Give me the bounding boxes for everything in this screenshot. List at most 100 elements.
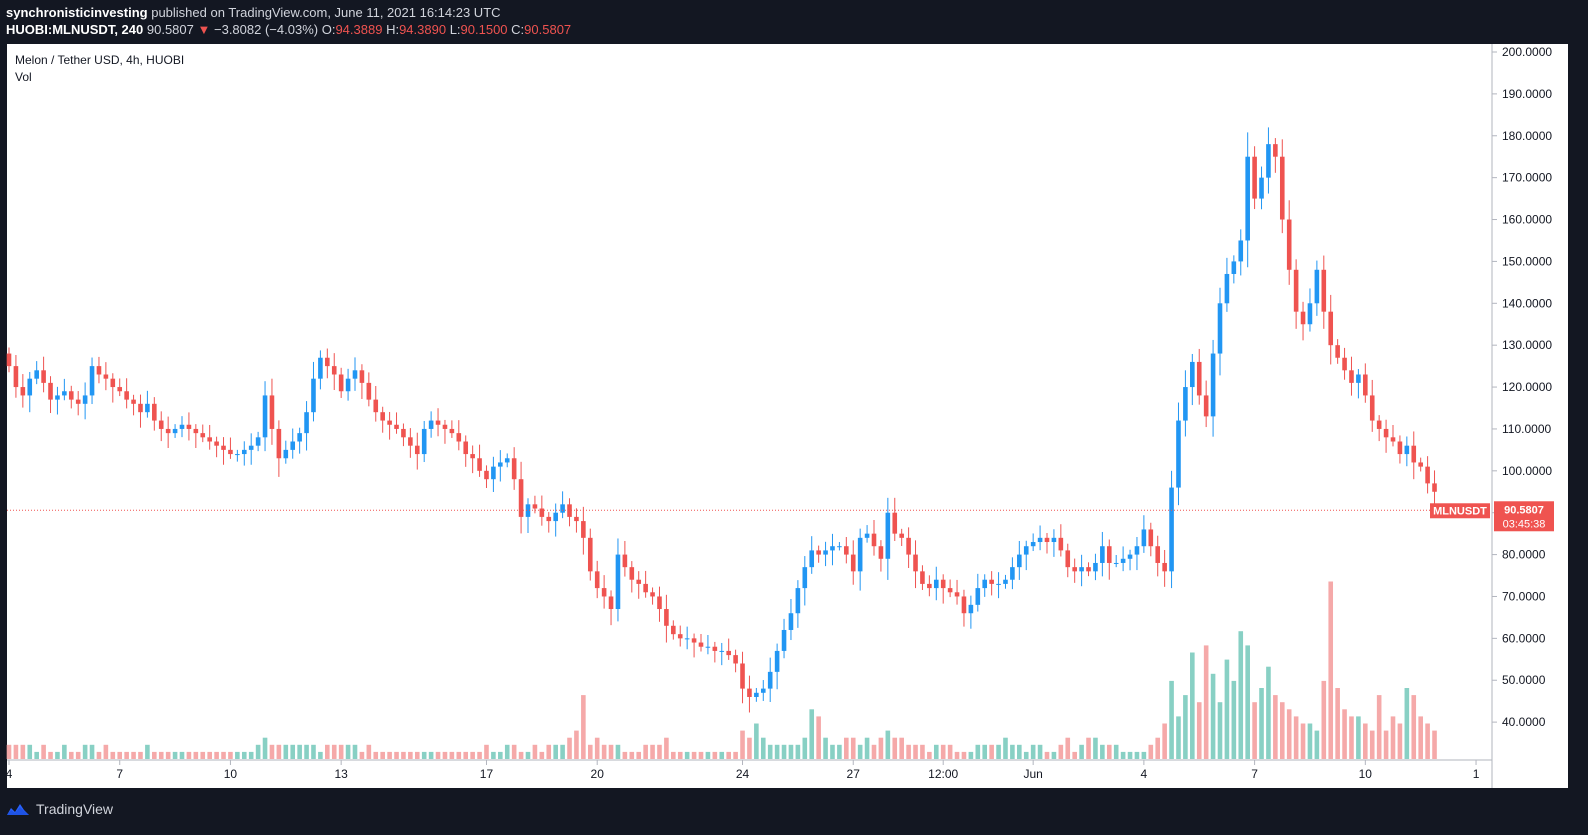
y-tick-label: 160.0000 xyxy=(1502,213,1552,227)
volume-bar xyxy=(622,751,628,759)
volume-bar xyxy=(380,751,385,759)
candle-body xyxy=(165,428,171,434)
tradingview-branding[interactable]: TradingView xyxy=(6,797,113,821)
candle-body xyxy=(982,579,988,589)
y-tick-label: 170.0000 xyxy=(1502,171,1552,185)
volume-bar xyxy=(186,751,192,759)
candle-body xyxy=(1425,466,1430,484)
candle-body xyxy=(1127,554,1133,559)
x-tick-label: Jun xyxy=(1023,767,1042,781)
volume-bar xyxy=(553,744,558,759)
candle-body xyxy=(214,441,219,446)
volume-bar xyxy=(1017,744,1022,759)
candle-body xyxy=(1314,269,1320,304)
candle-body xyxy=(235,454,240,456)
candle-body xyxy=(1100,546,1105,563)
candles xyxy=(6,127,1437,713)
volume-bar xyxy=(408,751,413,759)
candle-body xyxy=(255,437,261,446)
candle-body xyxy=(664,609,669,626)
candle-body xyxy=(1307,303,1313,325)
volume-bar xyxy=(1127,751,1133,759)
volume-bar xyxy=(1023,751,1029,759)
candle-body xyxy=(428,420,434,429)
candle-body xyxy=(844,546,849,555)
candle-body xyxy=(421,428,427,455)
volume-bar xyxy=(1086,737,1091,759)
volume-bar xyxy=(927,751,932,759)
volume-bar xyxy=(1349,716,1354,759)
price-axis[interactable] xyxy=(1492,44,1568,788)
candle-body xyxy=(518,479,524,517)
volume-bar xyxy=(331,744,337,759)
candle-body xyxy=(1044,537,1050,543)
author-name[interactable]: synchronisticinvesting xyxy=(6,5,148,20)
candle-body xyxy=(484,470,489,480)
volume-bar xyxy=(145,744,150,759)
volume-bar xyxy=(1224,659,1230,759)
volume-bar xyxy=(719,751,725,759)
volume-bar xyxy=(684,751,690,759)
candle-body xyxy=(82,395,88,404)
volume-bar xyxy=(1141,751,1147,759)
volume-bar xyxy=(740,730,745,759)
candle-body xyxy=(1363,374,1368,396)
candle-body xyxy=(1072,567,1077,572)
candle-body xyxy=(940,579,946,589)
volume-bar xyxy=(504,744,510,759)
volume-bar xyxy=(318,751,323,759)
candle-body xyxy=(359,370,365,383)
close-label: C: xyxy=(511,22,525,37)
open-value: 94.3889 xyxy=(335,22,383,37)
volume-bar xyxy=(975,744,981,759)
candle-body xyxy=(1065,550,1071,568)
volume-bar xyxy=(311,744,316,759)
candle-body xyxy=(767,671,773,689)
candle-body xyxy=(920,571,925,584)
candle-body xyxy=(892,512,898,534)
price-label-symbol-text: MLNUSDT xyxy=(1433,505,1487,517)
candle-body xyxy=(311,378,316,413)
volume-bar xyxy=(179,751,185,759)
candle-body xyxy=(414,445,420,455)
candle-body xyxy=(802,567,808,589)
volume-bar xyxy=(435,751,441,759)
volume-bar xyxy=(629,751,635,759)
volume-bar xyxy=(1093,737,1098,759)
x-tick-label: 13 xyxy=(334,767,348,781)
candle-body xyxy=(1376,420,1382,429)
volume-bar xyxy=(1432,730,1437,759)
candle-body xyxy=(885,512,891,559)
candle-body xyxy=(878,546,884,559)
time-axis[interactable] xyxy=(7,760,1492,788)
volume-bar xyxy=(1411,695,1417,759)
candle-body xyxy=(989,579,994,584)
high-label: H: xyxy=(386,22,400,37)
candle-body xyxy=(560,504,565,513)
volume-bar xyxy=(532,744,538,759)
candle-body xyxy=(816,550,821,555)
volume-bar xyxy=(414,751,420,759)
volume-bar xyxy=(1176,716,1181,759)
volume-bar xyxy=(89,744,95,759)
volume-bar xyxy=(892,737,898,759)
volume-bar xyxy=(325,744,330,759)
candle-body xyxy=(857,537,863,572)
y-tick-label: 50.0000 xyxy=(1502,673,1546,687)
candle-body xyxy=(345,378,351,392)
y-axis-ticks: 200.0000 190.0000 180.0000 170.0000 160.0000… xyxy=(1492,45,1552,729)
y-tick-label: 60.0000 xyxy=(1502,631,1546,645)
y-tick-label: 110.0000 xyxy=(1502,422,1551,436)
candle-body xyxy=(671,625,676,635)
candle-body xyxy=(1411,445,1417,463)
candle-body xyxy=(442,424,448,429)
volume-bar xyxy=(338,744,344,759)
low-value: 90.1500 xyxy=(460,22,508,37)
plot-area[interactable] xyxy=(7,44,1492,760)
tradingview-logo-icon xyxy=(7,804,29,815)
volume-bar xyxy=(726,751,731,759)
candle-body xyxy=(830,546,835,551)
volume-bar xyxy=(131,751,136,759)
volume-bar xyxy=(13,744,19,759)
